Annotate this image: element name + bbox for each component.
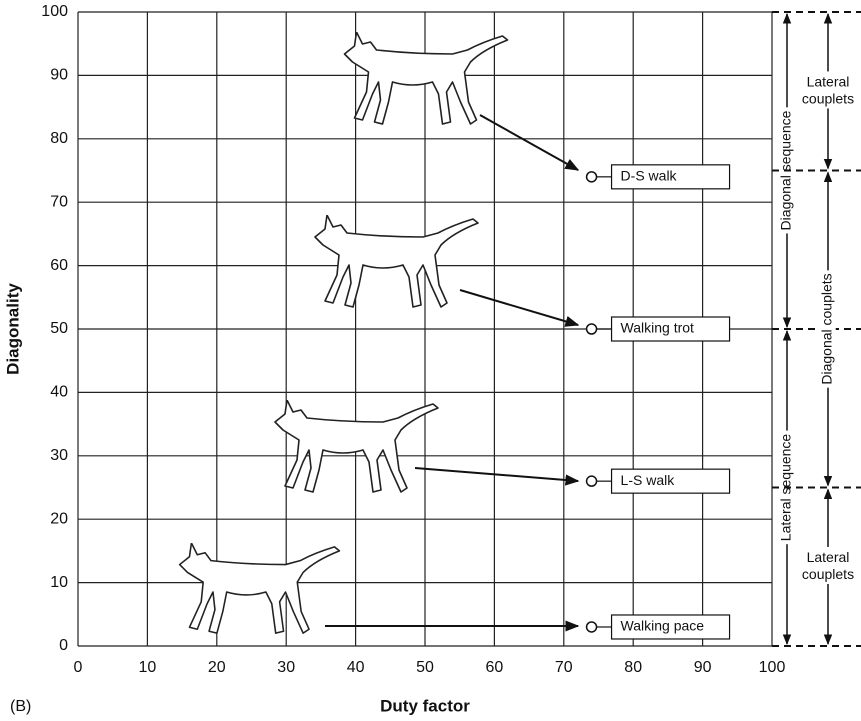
data-point xyxy=(585,171,598,183)
y-axis-title: Diagonality xyxy=(3,283,22,375)
label-background xyxy=(799,71,857,109)
point-label: Walking trot xyxy=(610,316,731,342)
y-tick-label: 90 xyxy=(50,67,68,84)
x-tick-label: 40 xyxy=(347,659,365,676)
animal-silhouette xyxy=(343,32,509,125)
point-label: D-S walk xyxy=(610,164,731,190)
animal-silhouette xyxy=(274,400,439,493)
panel-label: (B) xyxy=(10,698,31,715)
plot-area: 0 10 20 30 40 50 60 70 80 90 100 0 10 20 30 40 50 60 70 80 9… xyxy=(3,3,785,715)
illustrations xyxy=(178,32,580,634)
point-label: Walking pace xyxy=(610,614,731,640)
x-tick-label: 20 xyxy=(208,659,226,676)
x-tick-label: 50 xyxy=(416,659,434,676)
point-label-text: L-S walk xyxy=(621,472,676,488)
range-label: Diagonal couplets xyxy=(817,270,836,388)
y-tick-label: 10 xyxy=(50,574,68,591)
pointer-arrow xyxy=(459,289,580,327)
animal-silhouette xyxy=(178,543,341,634)
range-label-text: couplets xyxy=(802,90,854,106)
y-tick-label: 30 xyxy=(50,447,68,464)
range-label-text: Lateral xyxy=(807,549,850,565)
x-tick-label: 30 xyxy=(277,659,295,676)
point-label-text: D-S walk xyxy=(621,168,678,184)
label-box xyxy=(610,316,731,342)
data-point xyxy=(585,475,598,487)
y-tick-label: 40 xyxy=(50,384,68,401)
data-point xyxy=(585,621,598,633)
x-tick-label: 70 xyxy=(555,659,573,676)
point-label: L-S walk xyxy=(610,468,731,494)
x-tick-label: 10 xyxy=(139,659,157,676)
data-point xyxy=(585,323,598,335)
x-tick-label: 80 xyxy=(624,659,642,676)
x-tick-label: 60 xyxy=(486,659,504,676)
point-label-text: Walking pace xyxy=(621,618,705,634)
y-tick-label: 0 xyxy=(59,637,68,654)
label-box xyxy=(610,614,731,640)
range-label-text: Lateral xyxy=(807,73,850,89)
y-tick-label: 100 xyxy=(41,3,68,20)
point-label-text: Walking trot xyxy=(621,320,695,336)
label-background xyxy=(817,270,836,388)
x-tick-label: 0 xyxy=(74,659,83,676)
x-tick-label: 90 xyxy=(694,659,712,676)
y-tick-label: 70 xyxy=(50,193,68,210)
range-label-text: Diagonal couplets xyxy=(819,273,835,384)
label-box xyxy=(610,468,731,494)
pointer-arrow xyxy=(479,114,580,171)
y-tick-label: 80 xyxy=(50,130,68,147)
x-tick-label: 100 xyxy=(759,659,786,676)
pointer-arrow xyxy=(414,467,580,486)
x-axis-title: Duty factor xyxy=(380,696,470,715)
animal-silhouette xyxy=(314,215,479,308)
y-tick-label: 20 xyxy=(50,510,68,527)
range-label-text: couplets xyxy=(802,566,854,582)
y-tick-label: 60 xyxy=(50,257,68,274)
label-box xyxy=(610,164,731,190)
label-background xyxy=(799,546,857,584)
y-tick-label: 50 xyxy=(50,320,68,337)
